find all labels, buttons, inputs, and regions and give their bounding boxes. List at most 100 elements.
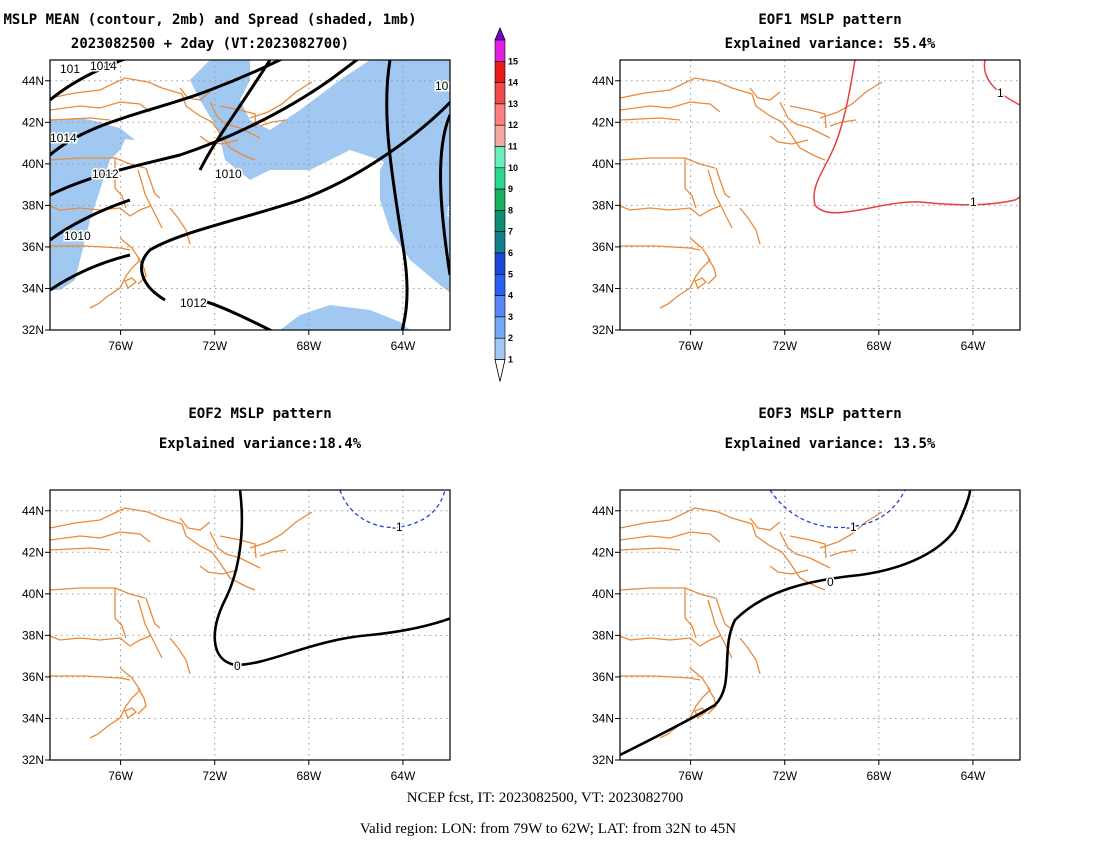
y-tick-label: 40N	[22, 157, 44, 171]
panel-title: MSLP MEAN (contour, 2mb) and Spread (sha…	[3, 12, 416, 28]
x-tick-label: 76W	[678, 339, 703, 353]
contour-line	[339, 490, 446, 529]
contour-label: -1	[846, 520, 857, 534]
contour-label: 1014	[90, 59, 117, 73]
y-tick-label: 34N	[592, 711, 614, 725]
x-tick-label: 72W	[202, 339, 227, 353]
y-tick-label: 42N	[22, 545, 44, 559]
contours	[50, 60, 450, 330]
colorbar-segment	[494, 188, 506, 211]
contour-label: -1	[392, 520, 403, 534]
x-tick-label: 68W	[866, 769, 891, 783]
panel-subtitle: Explained variance: 13.5%	[725, 436, 936, 452]
coastline	[50, 507, 313, 739]
footer-valid-region: Valid region: LON: from 79W to 62W; LAT:…	[360, 821, 736, 837]
y-tick-label: 32N	[22, 753, 44, 767]
colorbar-label: 3	[508, 312, 513, 322]
x-tick-label: 76W	[108, 769, 133, 783]
contour-line	[50, 253, 131, 292]
panel-title: EOF3 MSLP pattern	[758, 406, 901, 422]
colorbar-segment	[494, 295, 506, 318]
map-frame	[49, 489, 451, 761]
contour-label: 1010	[64, 229, 91, 243]
colorbar-bottom-arrow	[494, 359, 506, 382]
colorbar-segment	[494, 210, 506, 232]
coastline	[620, 77, 883, 309]
contour-label: 101	[60, 62, 80, 76]
gridlines	[50, 490, 450, 760]
contour-label: 1014	[50, 131, 77, 145]
x-tick-label: 68W	[296, 769, 321, 783]
colorbar-segment	[494, 252, 506, 275]
gridlines	[620, 490, 1020, 760]
panel-subtitle: Explained variance: 55.4%	[725, 36, 936, 52]
contour-label: 0	[234, 659, 241, 673]
colorbar-segment	[494, 337, 506, 360]
y-tick-label: 44N	[592, 504, 614, 518]
contour-line	[813, 60, 1020, 214]
y-tick-label: 42N	[592, 545, 614, 559]
colorbar-segment	[494, 167, 506, 190]
contour-label: 0	[827, 575, 834, 589]
colorbar-top-arrow	[494, 26, 506, 41]
y-tick-label: 34N	[22, 281, 44, 295]
y-tick-label: 38N	[22, 628, 44, 642]
footer-forecast-info: NCEP fcst, IT: 2023082500, VT: 202308270…	[407, 790, 683, 806]
axis-ticks: 76W 72W 68W 64W 44N 42N 40N 38N 36N 34N 32N	[22, 504, 416, 783]
contour-line	[50, 60, 284, 157]
map-frame	[619, 489, 1021, 761]
y-tick-label: 38N	[592, 628, 614, 642]
map-panel-3: EOF2 MSLP pattern Explained variance:18.4…	[22, 406, 451, 783]
colorbar-segment	[494, 103, 506, 126]
y-tick-label: 40N	[592, 587, 614, 601]
colorbar-segment	[494, 273, 506, 296]
x-tick-label: 68W	[296, 339, 321, 353]
axis-ticks: 76W 72W 68W 64W 44N 42N 40N 38N 36N 34N 32N	[592, 504, 986, 783]
colorbar-label: 7	[508, 227, 513, 237]
contours	[813, 60, 1020, 214]
y-tick-label: 32N	[592, 753, 614, 767]
contour-line	[769, 490, 906, 529]
colorbar-segment	[494, 231, 506, 254]
x-tick-label: 76W	[678, 769, 703, 783]
y-tick-label: 32N	[22, 323, 44, 337]
colorbar-label: 14	[508, 78, 518, 88]
colorbar-label: 1	[508, 355, 513, 365]
x-tick-label: 64W	[391, 339, 416, 353]
y-tick-label: 44N	[22, 74, 44, 88]
y-tick-label: 40N	[22, 587, 44, 601]
contour-line	[213, 490, 450, 667]
map-frame	[49, 59, 451, 331]
colorbar-label: 15	[508, 56, 518, 66]
contour-line	[385, 60, 409, 330]
panel-title: EOF1 MSLP pattern	[758, 12, 901, 28]
y-tick-label: 42N	[22, 115, 44, 129]
contour-line	[983, 60, 1020, 106]
y-tick-label: 34N	[22, 711, 44, 725]
y-tick-label: 44N	[592, 74, 614, 88]
y-tick-label: 32N	[592, 323, 614, 337]
x-tick-label: 64W	[961, 769, 986, 783]
y-tick-label: 36N	[22, 240, 44, 254]
y-tick-label: 42N	[592, 115, 614, 129]
colorbar-segment	[494, 60, 506, 83]
contour-label: 1012	[180, 296, 207, 310]
contour-label: 1010	[215, 167, 242, 181]
panel-subtitle: Explained variance:18.4%	[159, 436, 362, 452]
axis-ticks: 76W 72W 68W 64W 44N 42N 40N 38N 36N 34N 32N	[592, 74, 986, 353]
colorbar-label: 4	[508, 291, 513, 301]
colorbar-segment	[494, 146, 506, 169]
colorbar-label: 8	[508, 205, 513, 215]
x-tick-label: 76W	[108, 339, 133, 353]
contour-label: 1012	[92, 167, 119, 181]
y-tick-label: 38N	[592, 198, 614, 212]
contour-label: 101	[448, 204, 468, 218]
map-panel-2: EOF1 MSLP pattern Explained variance: 55.…	[592, 12, 1021, 353]
x-tick-label: 72W	[772, 769, 797, 783]
contours	[620, 490, 972, 757]
contour-line	[50, 60, 127, 102]
colorbar-label: 13	[508, 99, 518, 109]
y-tick-label: 40N	[592, 157, 614, 171]
contour-label: 1	[970, 195, 977, 209]
